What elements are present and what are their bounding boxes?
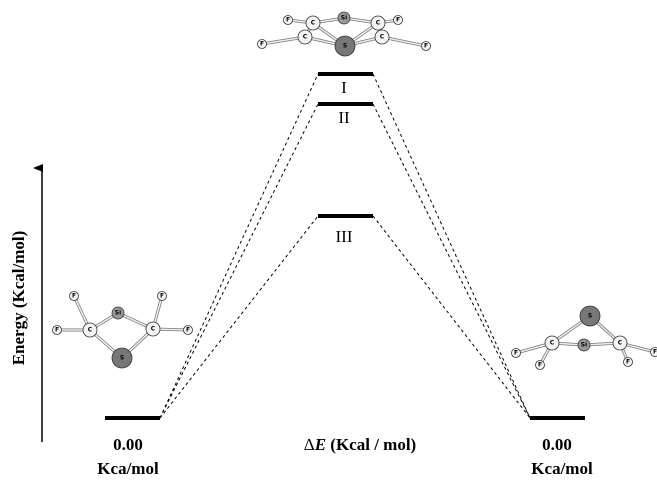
atom-label: C	[88, 327, 93, 334]
atom-label: C	[380, 34, 385, 41]
molecules: F C F C Si C F C F S F F C Si C F F S S C Si C F F F F	[53, 12, 657, 370]
reactant-unit: Kca/mol	[97, 459, 159, 478]
atom-label: C	[311, 20, 316, 27]
atom-label: F	[538, 362, 542, 369]
product-unit: Kca/mol	[531, 459, 593, 478]
atom-label: C	[376, 20, 381, 27]
atom-label: F	[72, 293, 76, 300]
symbol: E	[314, 435, 326, 454]
reactant-energy: 0.00	[113, 435, 143, 454]
atom-label: F	[286, 17, 290, 24]
molecule: F F C Si C F F S	[53, 292, 193, 369]
unit: (Kcal / mol)	[326, 435, 416, 454]
delta: Δ	[304, 435, 315, 454]
atom-label: F	[653, 349, 657, 356]
energy-diagram: Energy (Kcal/mol) I II III 0.00 Kca/mol …	[0, 0, 657, 481]
level-label: I	[341, 78, 347, 97]
molecule: F C F C Si C F C F S	[258, 12, 431, 56]
level-label: III	[336, 227, 353, 246]
atom-label: C	[151, 326, 156, 333]
molecule: S C Si C F F F F	[512, 306, 657, 370]
atom-label: Si	[341, 15, 347, 22]
atom-label: S	[343, 43, 347, 50]
atom-label: F	[396, 17, 400, 24]
atom-label: F	[55, 327, 59, 334]
atom-label: Si	[115, 310, 121, 317]
atom-label: F	[514, 350, 518, 357]
y-axis-label: Energy (Kcal/mol)	[9, 231, 28, 366]
atom-label: C	[550, 340, 555, 347]
level-label: II	[338, 108, 350, 127]
product-energy: 0.00	[542, 435, 572, 454]
atom-label: F	[260, 41, 264, 48]
atom-label: C	[303, 34, 308, 41]
atom-label: S	[588, 313, 592, 320]
atom-label: F	[160, 293, 164, 300]
atom-label: S	[120, 355, 124, 362]
atom-label: F	[424, 43, 428, 50]
x-axis-label: ΔE (Kcal / mol)	[304, 435, 416, 454]
atom-label: Si	[581, 342, 587, 349]
atom-label: C	[618, 340, 623, 347]
atom-label: F	[626, 359, 630, 366]
atom-label: F	[186, 327, 190, 334]
